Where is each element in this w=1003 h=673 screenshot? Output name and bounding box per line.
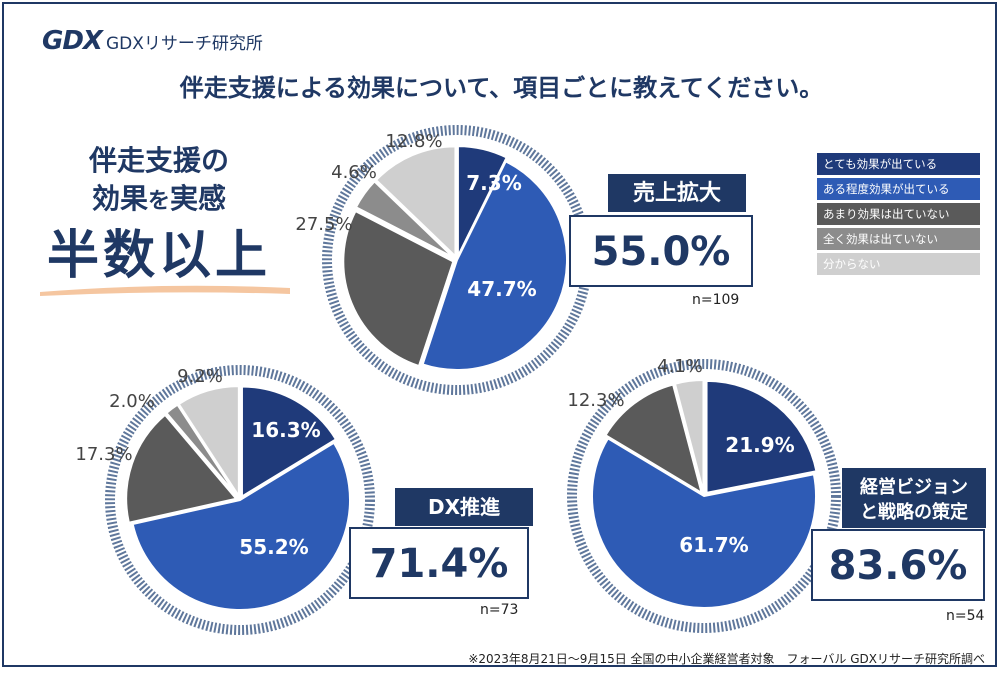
pie-slice [673, 379, 705, 493]
total-value: 55.0% [592, 229, 731, 275]
slice-value-label: 2.0% [109, 391, 155, 412]
slice-value-label: 16.3% [251, 418, 320, 442]
pie-slice [240, 385, 338, 499]
callout-line1: 伴走支援の [88, 144, 229, 177]
category-label: と戦略の策定 [860, 501, 968, 523]
logo-mark: GDX [42, 26, 103, 56]
pie-chart-1: 7.3% 47.7% 27.5% 4.6% 12.8% 売上拡大 55.0% n=109 [295, 125, 753, 395]
pie-slice [591, 437, 817, 609]
pie-slice [421, 160, 568, 371]
logo: GDX GDXリサーチ研究所 [42, 26, 263, 56]
pie-slice [125, 413, 239, 524]
pie-slice [165, 403, 239, 498]
total-value: 83.6% [829, 543, 968, 589]
slice-value-label: 12.8% [385, 131, 442, 152]
total-box [349, 527, 529, 599]
sample-size: n=109 [692, 292, 739, 308]
callout-line3: 半数以上 [46, 226, 271, 286]
decorative-ring [567, 359, 841, 633]
pie-slice [177, 385, 240, 500]
slice-value-label: 7.3% [466, 171, 521, 195]
slice-value-label: 12.3% [567, 390, 624, 411]
pie-slice [374, 145, 457, 259]
pie-slice [354, 180, 455, 259]
pie-slice [705, 379, 818, 495]
total-value: 71.4% [370, 541, 509, 587]
slice-value-label: 27.5% [295, 214, 352, 235]
callout-line2-a: 効果 [91, 182, 148, 215]
pie-slice [604, 383, 704, 495]
pie-slice [456, 145, 508, 257]
pie-slice [342, 209, 455, 368]
slice-value-label: 55.2% [239, 535, 308, 559]
category-box [842, 468, 986, 528]
pie-slice [131, 441, 351, 611]
legend-item: あまり効果は出ていない [817, 203, 980, 225]
legend-item: ある程度効果が出ている [817, 178, 980, 200]
callout-underline [40, 285, 290, 296]
category-label: DX推進 [428, 495, 500, 519]
slice-value-label: 47.7% [467, 277, 536, 301]
callout-line2: 効果を実感 [34, 180, 284, 221]
pie-charts: 7.3% 47.7% 27.5% 4.6% 12.8% 売上拡大 55.0% n=109 16.… [75, 125, 986, 635]
sample-size: n=73 [480, 602, 518, 618]
slice-value-label: 9.2% [177, 366, 223, 387]
footnote: ※2023年8月21日～9月15日 全国の中小企業経営者対象 フォーバル GDX… [468, 652, 985, 666]
callout: 伴走支援の 効果を実感 半数以上 [34, 142, 284, 291]
category-label: 経営ビジョン [860, 476, 968, 498]
total-box [811, 529, 985, 601]
legend-item: とても効果が出ている [817, 153, 980, 175]
page-title: 伴走支援による効果について、項目ごとに教えてください。 [179, 74, 824, 102]
legend-item: 全く効果は出ていない [817, 228, 980, 250]
slice-value-label: 17.3% [75, 444, 132, 465]
slice-value-label: 4.6% [331, 162, 377, 183]
category-box [608, 174, 746, 212]
total-box [569, 215, 753, 287]
slice-value-label: 21.9% [725, 433, 794, 457]
slice-value-label: 4.1% [657, 356, 703, 377]
callout-line2-b: を [147, 189, 170, 214]
logo-text: GDXリサーチ研究所 [105, 33, 263, 54]
slice-value-label: 61.7% [679, 533, 748, 557]
category-box [395, 488, 533, 526]
callout-line2-c: 実感 [170, 182, 227, 215]
pie-chart-2: 16.3% 55.2% 17.3% 2.0% 9.2% DX推進 71.4% n=73 [75, 365, 533, 635]
legend: とても効果が出ている ある程度効果が出ている あまり効果は出ていない 全く効果は出てい… [817, 153, 980, 278]
sample-size: n=54 [946, 608, 985, 624]
legend-item: 分からない [817, 253, 980, 275]
decorative-ring [105, 365, 375, 635]
category-label: 売上拡大 [633, 180, 721, 206]
